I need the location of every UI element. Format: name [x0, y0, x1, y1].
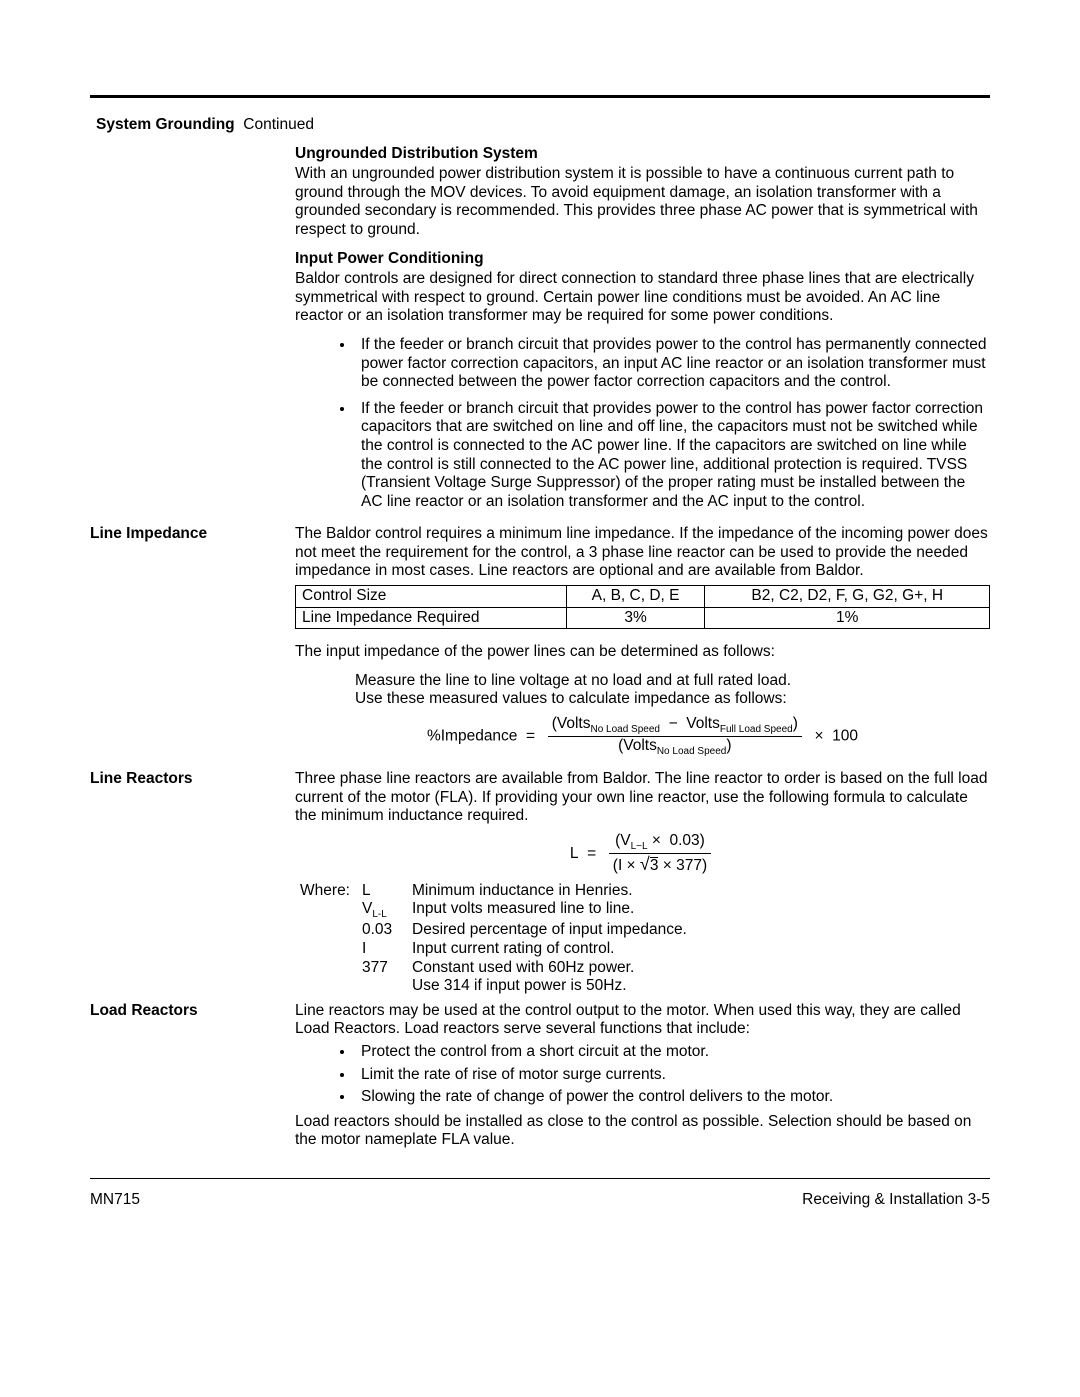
inductance-formula: L = (VL−L × 0.03) (I × √3 × 377)	[295, 832, 990, 876]
where-block: Where: LMinimum inductance in Henries. V…	[295, 882, 990, 996]
li-after: The input impedance of the power lines c…	[295, 643, 990, 662]
imp-r2c2: 3%	[566, 607, 705, 629]
w-def-1: Input volts measured line to line.	[412, 900, 990, 921]
section-heading-bold: System Grounding	[96, 116, 235, 133]
imp-r1c1: Control Size	[296, 586, 567, 608]
footer-left: MN715	[90, 1191, 140, 1210]
w-def-2: Desired percentage of input impedance.	[412, 921, 990, 940]
ugd-text: With an ungrounded power distribution sy…	[295, 165, 990, 239]
w-sym-5	[362, 977, 412, 996]
impedance-formula: %Impedance = (VoltsNo Load Speed − Volts…	[295, 715, 990, 758]
where-label: Where:	[295, 882, 362, 996]
footer-right: Receiving & Installation 3-5	[802, 1191, 990, 1210]
w-def-4: Constant used with 60Hz power.	[412, 959, 990, 978]
ldr-label: Load Reactors	[90, 1002, 295, 1160]
lr-right: Three phase line reactors are available …	[295, 770, 990, 996]
leftcol-empty	[90, 145, 295, 520]
w-sym-4: 377	[362, 959, 412, 978]
top-rule	[90, 95, 990, 98]
li-label: Line Impedance	[90, 525, 295, 764]
ldr-bullets: Protect the control from a short circuit…	[295, 1043, 990, 1107]
where-rows: LMinimum inductance in Henries. VL-LInpu…	[362, 882, 990, 996]
w-sym-0: L	[362, 882, 412, 901]
section-heading: System Grounding Continued	[96, 116, 990, 135]
li-text: The Baldor control requires a minimum li…	[295, 525, 990, 581]
page: System Grounding Continued Ungrounded Di…	[0, 0, 1080, 1260]
ldr-after: Load reactors should be installed as clo…	[295, 1113, 990, 1150]
row-ungrounded: Ungrounded Distribution System With an u…	[90, 145, 990, 520]
li-right: The Baldor control requires a minimum li…	[295, 525, 990, 764]
lr-label: Line Reactors	[90, 770, 295, 996]
row-line-reactors: Line Reactors Three phase line reactors …	[90, 770, 990, 996]
ipc-text: Baldor controls are designed for direct …	[295, 270, 990, 326]
rightcol-ungrounded: Ungrounded Distribution System With an u…	[295, 145, 990, 520]
li-measure: Measure the line to line voltage at no l…	[295, 672, 990, 709]
ipc-bullets: If the feeder or branch circuit that pro…	[295, 336, 990, 511]
w-sym-3: I	[362, 940, 412, 959]
ldr-b2: Limit the rate of rise of motor surge cu…	[355, 1066, 990, 1085]
imp-r2c1: Line Impedance Required	[296, 607, 567, 629]
lr-text: Three phase line reactors are available …	[295, 770, 990, 826]
ugd-title: Ungrounded Distribution System	[295, 145, 990, 164]
w-def-5: Use 314 if input power is 50Hz.	[412, 977, 990, 996]
ipc-bullet-1: If the feeder or branch circuit that pro…	[355, 336, 990, 392]
impedance-table: Control Size A, B, C, D, E B2, C2, D2, F…	[295, 585, 990, 629]
row-load-reactors: Load Reactors Line reactors may be used …	[90, 1002, 990, 1160]
imp-r1c3: B2, C2, D2, F, G, G2, G+, H	[705, 586, 990, 608]
row-line-impedance: Line Impedance The Baldor control requir…	[90, 525, 990, 764]
li-measure1: Measure the line to line voltage at no l…	[355, 672, 990, 691]
imp-r1c2: A, B, C, D, E	[566, 586, 705, 608]
li-measure2: Use these measured values to calculate i…	[355, 690, 990, 709]
section-heading-cont: Continued	[243, 116, 314, 133]
w-def-0: Minimum inductance in Henries.	[412, 882, 990, 901]
w-sym-1: VL-L	[362, 900, 412, 921]
ldr-b1: Protect the control from a short circuit…	[355, 1043, 990, 1062]
w-sym-2: 0.03	[362, 921, 412, 940]
ldr-b3: Slowing the rate of change of power the …	[355, 1088, 990, 1107]
w-def-3: Input current rating of control.	[412, 940, 990, 959]
ldr-text: Line reactors may be used at the control…	[295, 1002, 990, 1039]
bottom-rule	[90, 1178, 990, 1179]
imp-r2c3: 1%	[705, 607, 990, 629]
ldr-right: Line reactors may be used at the control…	[295, 1002, 990, 1160]
footer: MN715 Receiving & Installation 3-5	[90, 1191, 990, 1210]
ipc-title: Input Power Conditioning	[295, 250, 990, 269]
ipc-bullet-2: If the feeder or branch circuit that pro…	[355, 400, 990, 512]
